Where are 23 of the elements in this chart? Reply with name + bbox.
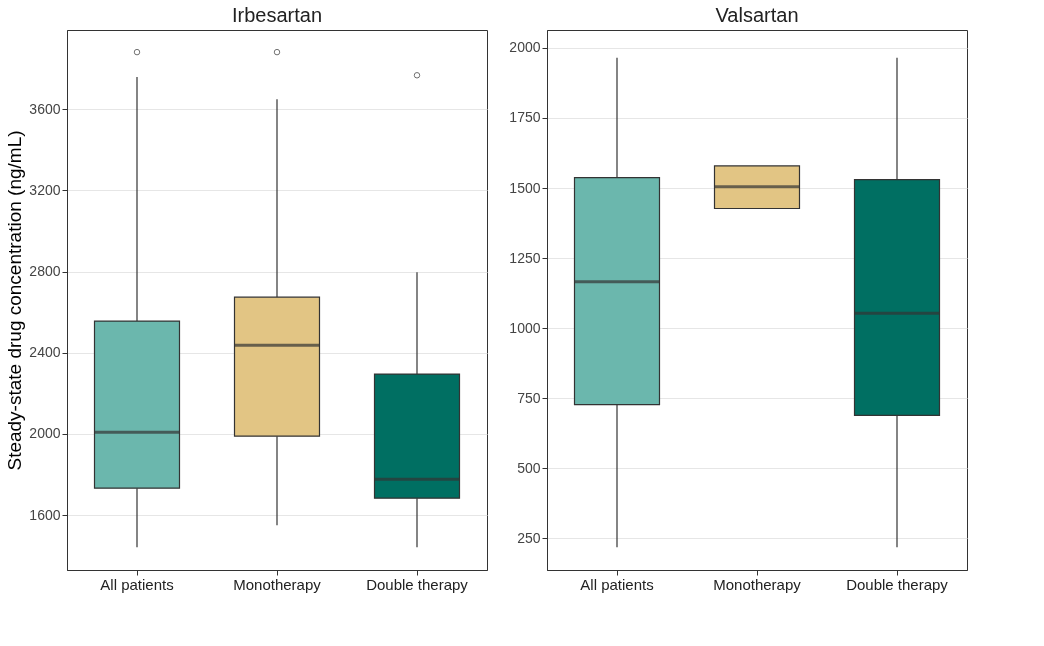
y-tick-label: 1600 xyxy=(29,506,61,523)
y-tick-label: 1000 xyxy=(509,319,541,336)
x-tick-label: Monotherapy xyxy=(233,575,322,593)
y-tick-label: 3200 xyxy=(29,181,61,198)
y-tick-label: 250 xyxy=(517,529,541,546)
x-tick-label: All patients xyxy=(580,575,654,593)
y-tick-label: 1250 xyxy=(509,249,541,266)
y-tick-label: 2800 xyxy=(29,263,61,280)
y-tick-label: 2000 xyxy=(29,425,61,442)
y-axis-title: Steady-state drug concentration (ng/mL) xyxy=(4,130,26,471)
x-tick-label: Double therapy xyxy=(366,575,469,593)
y-tick-label: 1500 xyxy=(509,179,541,196)
chart-title: Valsartan xyxy=(715,4,799,26)
x-tick-label: All patients xyxy=(100,575,174,593)
y-tick-label: 2000 xyxy=(509,39,541,56)
y-tick-label: 500 xyxy=(517,459,541,476)
y-tick-label: 750 xyxy=(517,389,541,406)
chart-title: Irbesartan xyxy=(231,4,323,26)
y-tick-label: 2400 xyxy=(29,344,61,361)
y-tick-label: 3600 xyxy=(29,100,61,117)
x-tick-label: Double therapy xyxy=(846,575,949,593)
x-tick-label: Monotherapy xyxy=(713,575,802,593)
y-tick-label: 1750 xyxy=(509,109,541,126)
